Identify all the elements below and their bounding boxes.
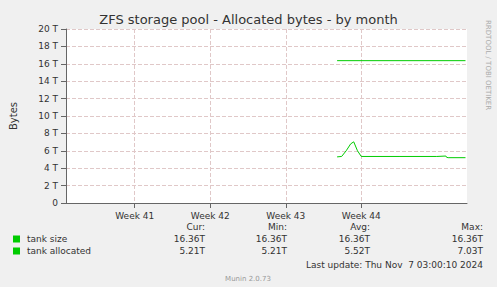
svg-text:10 T: 10 T	[38, 111, 58, 121]
svg-text:2 T: 2 T	[44, 181, 59, 191]
svg-text:16.36T: 16.36T	[256, 234, 288, 244]
svg-text:Bytes: Bytes	[8, 102, 19, 130]
svg-text:16.36T: 16.36T	[339, 234, 371, 244]
svg-text:Max:: Max:	[461, 222, 483, 232]
svg-text:Last update: Thu Nov 7 03:00:: Last update: Thu Nov 7 03:00:10 2024	[306, 260, 483, 270]
svg-text:5.21T: 5.21T	[261, 246, 287, 256]
svg-text:ZFS storage pool - Allocated b: ZFS storage pool - Allocated bytes - by …	[99, 12, 398, 27]
svg-text:6 T: 6 T	[44, 146, 59, 156]
svg-text:18 T: 18 T	[38, 41, 58, 51]
svg-text:Avg:: Avg:	[350, 222, 370, 232]
svg-text:16 T: 16 T	[38, 59, 58, 69]
svg-text:14 T: 14 T	[38, 76, 58, 86]
svg-text:8 T: 8 T	[44, 128, 59, 138]
svg-text:5.21T: 5.21T	[179, 246, 205, 256]
svg-text:16.36T: 16.36T	[452, 234, 484, 244]
svg-text:Week 42: Week 42	[191, 211, 230, 221]
svg-text:tank allocated: tank allocated	[27, 246, 91, 256]
svg-text:5.52T: 5.52T	[344, 246, 370, 256]
svg-text:20 T: 20 T	[38, 24, 58, 34]
svg-text:tank size: tank size	[27, 234, 68, 244]
svg-text:Week 43: Week 43	[266, 211, 305, 221]
svg-text:Munin 2.0.73: Munin 2.0.73	[225, 275, 271, 283]
svg-text:16.36T: 16.36T	[174, 234, 206, 244]
svg-text:Cur:: Cur:	[186, 222, 205, 232]
svg-text:4 T: 4 T	[44, 163, 59, 173]
svg-text:7.03T: 7.03T	[457, 246, 483, 256]
svg-text:12 T: 12 T	[38, 94, 58, 104]
svg-text:RRDTOOL / TOBI OETIKER: RRDTOOL / TOBI OETIKER	[484, 20, 492, 110]
svg-text:Week 41: Week 41	[115, 211, 154, 221]
svg-text:Min:: Min:	[268, 222, 287, 232]
svg-text:0: 0	[52, 198, 58, 208]
svg-text:Week 44: Week 44	[342, 211, 381, 221]
